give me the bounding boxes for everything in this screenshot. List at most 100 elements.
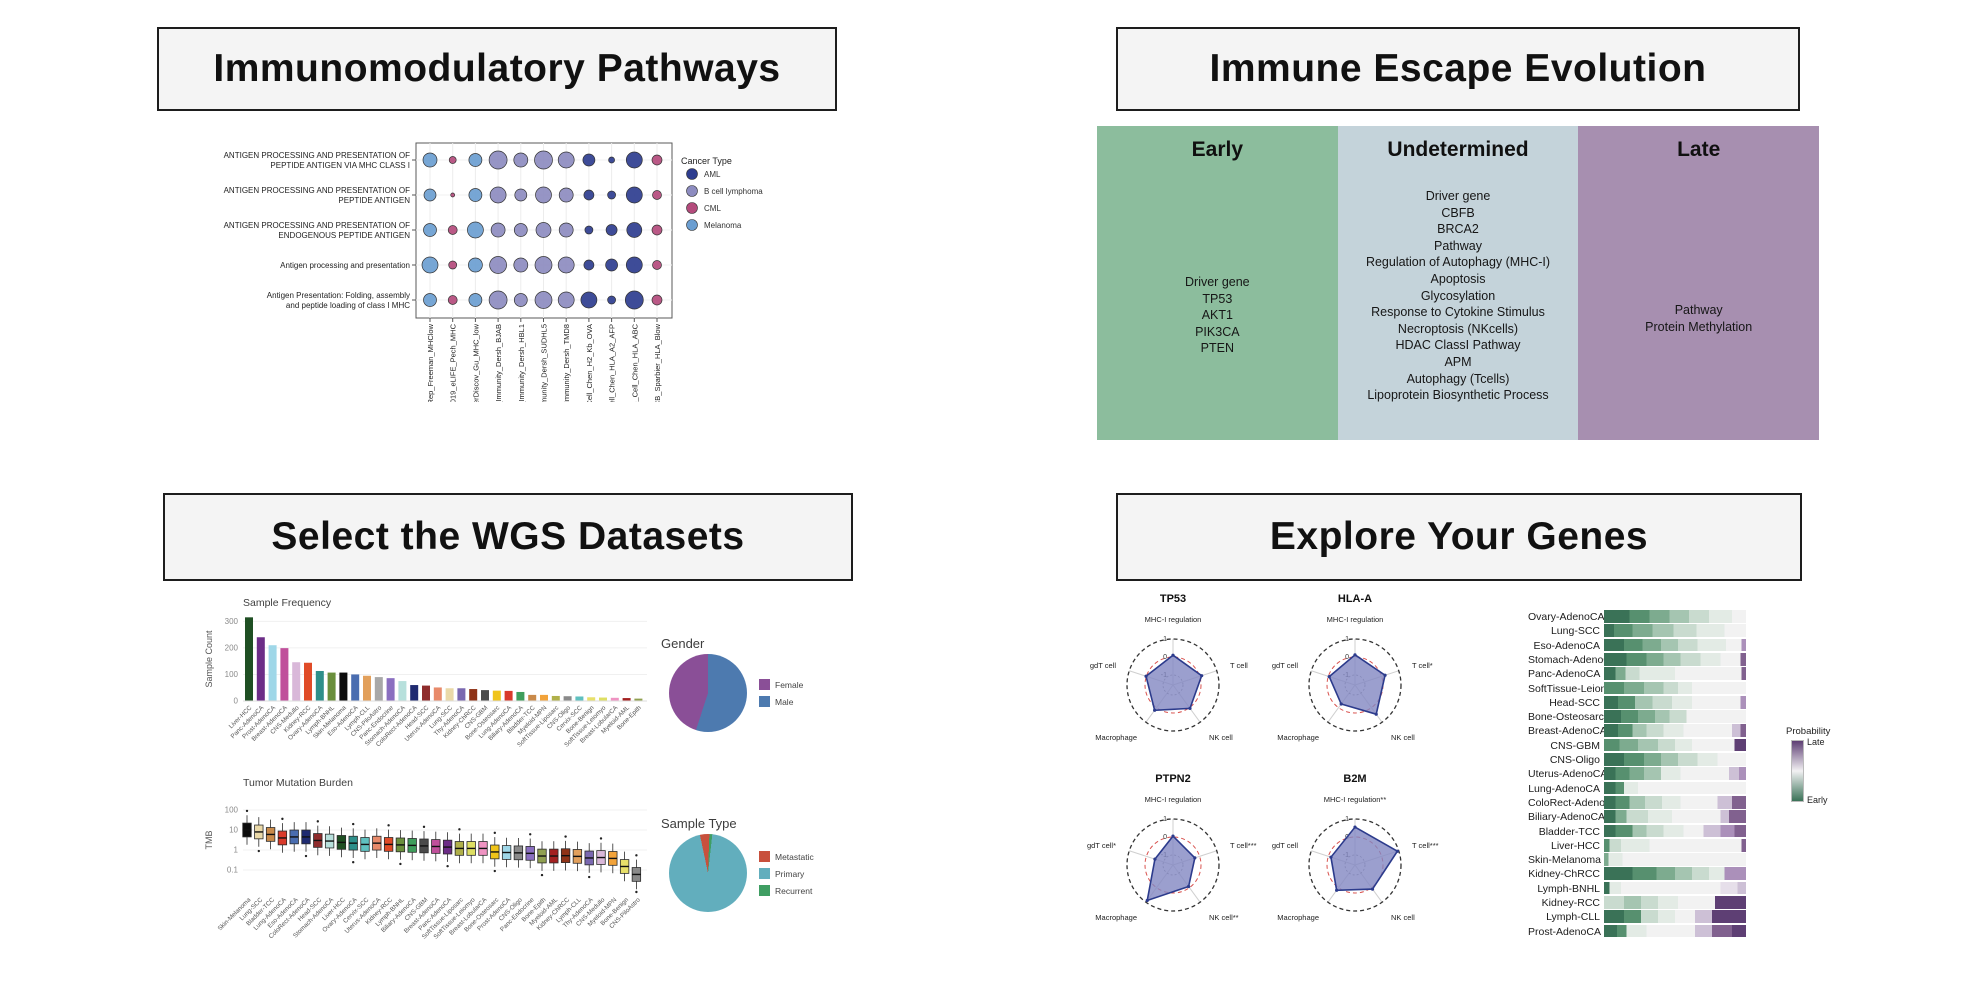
row-label-Eso-AdenoCA: Eso-AdenoCA xyxy=(1533,639,1600,652)
probability-bar-Lung-AdenoCA xyxy=(1604,781,1746,795)
dataset-column-label: 2023_Cell_Chen_HLA_ABC xyxy=(630,323,639,402)
escape-probability-stacked-chart[interactable]: Ovary-AdenoCA Lung-SCC Eso-AdenoCA Stomach-… xyxy=(1528,602,1968,952)
legend-item-primary: Primary xyxy=(759,865,814,882)
dataset-column-label: 2023_Cell_Chen_H2_Kb_OVA xyxy=(585,324,594,402)
radar-vertex xyxy=(1353,825,1357,829)
escape-item: Protein Methylation xyxy=(1645,319,1753,334)
probability-bar-ColoRect-AdenoCA xyxy=(1604,795,1746,809)
probability-bar-Liver-HCC xyxy=(1604,838,1746,852)
pie-circle xyxy=(669,834,747,912)
bubble xyxy=(582,153,596,167)
bar-CNS-GBM xyxy=(481,690,489,701)
gender-pie-chart[interactable]: Gender Female Male xyxy=(655,628,865,778)
bar-Stomach-AdenoCA xyxy=(398,681,407,701)
row-label-Bone-Osteosarc: Bone-Osteosarc xyxy=(1528,711,1604,724)
bar-Lymph-BNHL xyxy=(327,672,336,701)
radar-vertex xyxy=(1187,884,1191,889)
radar-axis-label: T cell*** xyxy=(1412,841,1439,850)
panel-title-select-wgs-datasets[interactable]: Select the WGS Datasets xyxy=(163,493,853,581)
dataset-column-label: 2021_Immunity_Dersh_SUDHL5 xyxy=(540,324,549,402)
escape-column-late: Late Pathway Protein Methylation xyxy=(1578,126,1820,440)
radar-axis-label: NK cell** xyxy=(1209,913,1239,922)
pathway-dotplot-chart[interactable]: ANTIGEN PROCESSING AND PRESENTATION OFPE… xyxy=(160,112,840,402)
bubble xyxy=(651,224,663,236)
legend-label: Primary xyxy=(775,868,805,879)
row-label-Panc-AdenoCA: Panc-AdenoCA xyxy=(1528,668,1601,681)
panel-title-explore-your-genes[interactable]: Explore Your Genes xyxy=(1116,493,1802,581)
immune-escape-columns[interactable]: Early Driver gene TP53 AKT1 PIK3CA PTEN Undete… xyxy=(1097,126,1820,440)
row-label-Stomach-AdenoCA: Stomach-AdenoCA xyxy=(1528,653,1618,666)
legend-label: Melanoma xyxy=(704,221,742,230)
bubble xyxy=(652,190,662,200)
radial-tick-label: 1 xyxy=(1345,636,1349,643)
escape-item: Necroptosis (NKcells) xyxy=(1397,321,1519,336)
radar-axis-label: gdT cell xyxy=(1272,661,1298,670)
outlier xyxy=(257,849,260,853)
bubble xyxy=(447,225,458,235)
pathway-row-label: Antigen processing and presentation xyxy=(280,261,410,270)
chart-title: Tumor Mutation Burden xyxy=(243,777,353,789)
radar-vertex xyxy=(1153,708,1157,712)
radial-tick-label: 1 xyxy=(1345,816,1349,823)
bubble xyxy=(448,260,458,270)
radar-vertex xyxy=(1383,673,1387,677)
y-axis-label: Sample Count xyxy=(204,630,214,688)
bubble xyxy=(605,224,618,236)
escape-item: Pathway xyxy=(1674,303,1723,317)
dataset-column-label: 2019_CellRep_Freeman_MHClow xyxy=(426,323,435,402)
tumor-mutation-burden-chart[interactable]: Tumor Mutation BurdenTMB1001010.1Skin-Me… xyxy=(200,776,670,968)
escape-item: BRCA2 xyxy=(1437,222,1479,237)
radar-vertex xyxy=(1335,888,1339,892)
escape-item: APM xyxy=(1444,354,1472,369)
bar-Panc-Endocrine xyxy=(386,678,395,701)
radar-polygon xyxy=(1145,654,1203,712)
radar-vertex xyxy=(1353,653,1357,657)
bubble xyxy=(605,258,618,272)
sample-type-pie-chart[interactable]: Sample Type Metastatic Primary Recurrent xyxy=(655,808,871,968)
bubble xyxy=(468,293,483,307)
bubble xyxy=(535,222,552,238)
legend-swatch xyxy=(686,219,698,231)
row-label-ColoRect-AdenoCA: ColoRect-AdenoCA xyxy=(1528,796,1620,809)
radar-axis-label: gdT cell xyxy=(1272,841,1298,850)
legend-label: Male xyxy=(775,696,794,707)
bubble xyxy=(423,293,437,307)
legend-swatch xyxy=(686,202,698,214)
bar-ColoRect-AdenoCA xyxy=(410,685,419,701)
escape-item: Driver gene xyxy=(1425,189,1491,203)
row-label-Breast-AdenoCA: Breast-AdenoCA xyxy=(1528,725,1607,738)
radar-axis-label: T cell*** xyxy=(1230,841,1257,850)
legend-label: B cell lymphoma xyxy=(704,187,763,196)
bar-Lung-AdenoCA xyxy=(504,690,513,701)
pie-legend: Female Male xyxy=(759,676,803,710)
row-label-Kidney-ChRCC: Kidney-ChRCC xyxy=(1528,868,1600,881)
pathway-row-label: PEPTIDE ANTIGEN xyxy=(338,196,410,205)
pathway-row-label: and peptide loading of class I MHC xyxy=(286,301,410,310)
radar-vertex xyxy=(1339,702,1343,706)
dataset-column-label: 2019_eLIFE_Pech_MHC xyxy=(449,323,458,402)
bubble xyxy=(448,156,457,164)
pathway-row-label: Antigen Presentation: Folding, assembly xyxy=(267,291,410,300)
pie-legend: Metastatic Primary Recurrent xyxy=(759,848,814,899)
radar-vertex xyxy=(1153,857,1157,861)
legend-swatch xyxy=(686,168,698,180)
bar-Thy-AdenoCA xyxy=(457,688,466,701)
radar-axis-label: Macrophage xyxy=(1095,733,1137,742)
radar-outer-ring xyxy=(1126,638,1220,732)
y-tick-label: 1 xyxy=(234,846,239,855)
probability-bar-Skin-Melanoma xyxy=(1604,853,1746,866)
panel-title-immune-escape-evolution[interactable]: Immune Escape Evolution xyxy=(1116,27,1800,111)
bar-Bladder-TCC xyxy=(528,694,537,701)
panel-title-immunomodulatory-pathways[interactable]: Immunomodulatory Pathways xyxy=(157,27,837,111)
radar-axis-label: NK cell xyxy=(1391,913,1415,922)
bar-Panc-AdenoCA xyxy=(256,637,265,701)
radar-axis-label: gdT cell* xyxy=(1087,841,1116,850)
bubble xyxy=(513,223,528,237)
row-label-Bladder-TCC: Bladder-TCC xyxy=(1538,825,1600,838)
bar-Uterus-AdenoCA xyxy=(433,687,442,701)
